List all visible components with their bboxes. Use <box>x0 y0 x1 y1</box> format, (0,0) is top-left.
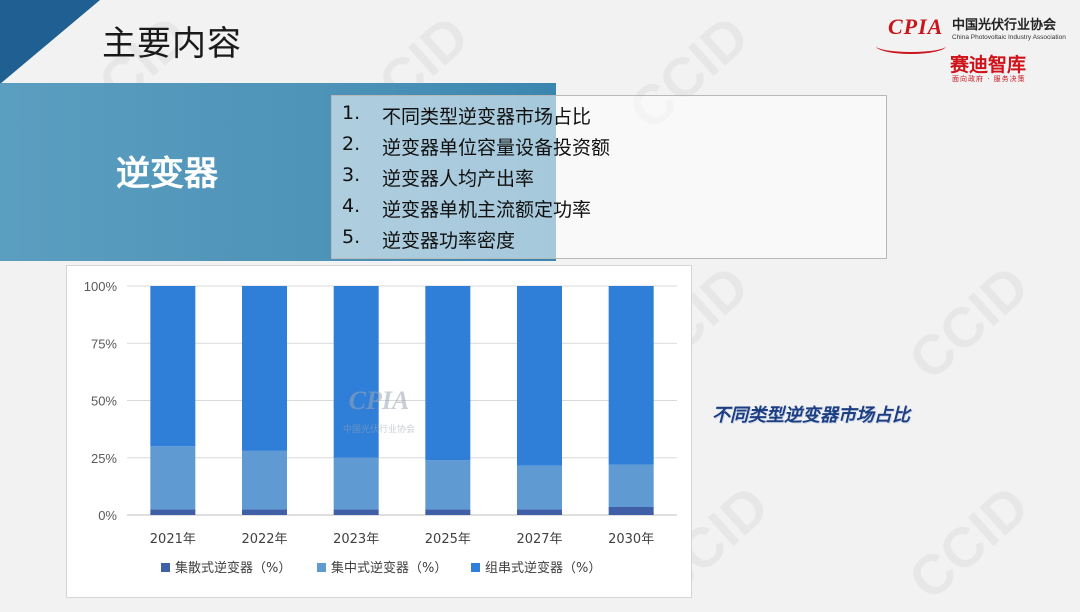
bar-segment <box>425 509 471 515</box>
bar-segment <box>242 286 287 451</box>
bar-segment <box>425 286 471 461</box>
toc-number: 4. <box>342 195 361 217</box>
bar-segment <box>517 465 562 510</box>
contents-list: 1. 不同类型逆变器市场占比 2. 逆变器单位容量设备投资额 3. 逆变器人均产… <box>331 95 887 259</box>
bar-segment <box>425 460 471 510</box>
y-tick-label: 50% <box>91 394 117 409</box>
legend-label: 集中式逆变器（%） <box>331 560 447 576</box>
chart-canvas: 0% 25% 50% 75% 100% 2021年 2022年 2023年 2025年 2027年… <box>84 279 677 576</box>
bar-segment <box>333 509 379 515</box>
toc-label: 逆变器单位容量设备投资额 <box>382 137 611 159</box>
cpia-logo-arc-icon <box>876 38 946 54</box>
bar-segment <box>242 450 287 510</box>
bar-segment <box>150 286 196 447</box>
bar-segment <box>608 464 654 507</box>
toc-item: 1. 不同类型逆变器市场占比 <box>342 102 591 129</box>
x-tick-label: 2025年 <box>425 532 471 547</box>
legend-swatch <box>161 563 170 572</box>
toc-label: 逆变器功率密度 <box>382 230 516 252</box>
bar-segment <box>150 509 196 515</box>
x-tick-label: 2021年 <box>150 532 196 547</box>
page-number: 9 <box>0 36 12 58</box>
toc-number: 2. <box>342 133 361 155</box>
bar-segment <box>517 509 562 515</box>
x-tick-label: 2027年 <box>516 532 562 547</box>
bar-segment <box>150 446 196 510</box>
ccid-slogan: 面向政府 · 服务决策 <box>952 75 1026 83</box>
y-tick-label: 100% <box>84 279 118 294</box>
toc-label: 不同类型逆变器市场占比 <box>382 106 592 128</box>
toc-label: 逆变器单机主流额定功率 <box>382 199 592 221</box>
y-tick-label: 75% <box>91 336 117 351</box>
bar-segment <box>333 457 379 510</box>
x-tick-label: 2030年 <box>608 532 654 547</box>
watermark: CCID <box>896 473 1041 612</box>
cpia-name-cn: 中国光伏行业协会 <box>952 18 1057 33</box>
toc-item: 2. 逆变器单位容量设备投资额 <box>342 133 610 160</box>
toc-label: 逆变器人均产出率 <box>382 168 535 190</box>
toc-item: 3. 逆变器人均产出率 <box>342 164 534 191</box>
chart-watermark-text: 中国光伏行业协会 <box>343 423 415 435</box>
corner-decoration <box>0 0 100 84</box>
page-title: 主要内容 <box>102 24 242 64</box>
bar-segment <box>517 286 562 466</box>
y-tick-label: 25% <box>91 451 117 466</box>
stacked-bar-chart: 0% 25% 50% 75% 100% 2021年 2022年 2023年 2025年 2027年… <box>66 265 692 598</box>
section-title: 逆变器 <box>116 154 218 194</box>
bar-segment <box>608 506 654 515</box>
watermark: CCID <box>896 253 1041 393</box>
cpia-logo: CPIA <box>888 14 944 39</box>
header-logos: CPIA 中国光伏行业协会 China Photovoltaic Industr… <box>868 6 1074 86</box>
toc-item: 4. 逆变器单机主流额定功率 <box>342 195 591 222</box>
toc-number: 3. <box>342 164 361 186</box>
toc-number: 5. <box>342 226 361 248</box>
legend-label: 集散式逆变器（%） <box>175 560 291 576</box>
toc-number: 1. <box>342 102 361 124</box>
chart-watermark-logo: CPIA <box>349 386 410 415</box>
bar-segment <box>333 286 379 458</box>
y-tick-label: 0% <box>98 508 117 523</box>
legend-swatch <box>317 563 326 572</box>
cpia-name-en: China Photovoltaic Industry Association <box>952 34 1066 41</box>
bar-segment <box>242 509 287 515</box>
chart-caption: 不同类型逆变器市场占比 <box>712 405 910 426</box>
ccid-logo: 赛迪智库 <box>950 54 1027 76</box>
legend-swatch <box>471 563 480 572</box>
bar-segment <box>608 286 654 465</box>
toc-item: 5. 逆变器功率密度 <box>342 226 515 253</box>
x-tick-label: 2023年 <box>333 532 379 547</box>
legend-label: 组串式逆变器（%） <box>485 560 601 576</box>
x-tick-label: 2022年 <box>241 532 287 547</box>
